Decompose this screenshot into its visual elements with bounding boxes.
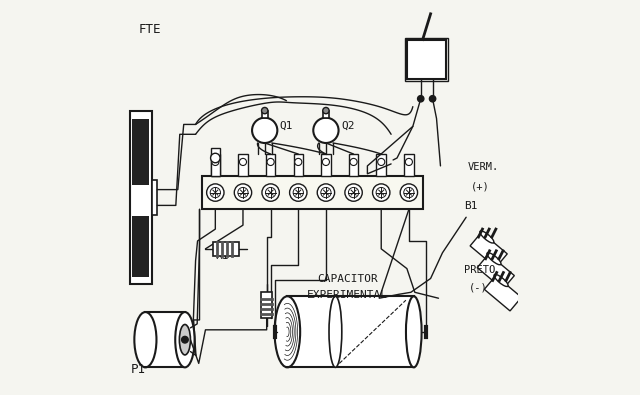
Circle shape <box>295 158 302 166</box>
Text: R1: R1 <box>215 251 229 261</box>
Bar <box>152 180 157 215</box>
Bar <box>211 148 220 176</box>
Ellipse shape <box>487 253 501 265</box>
Ellipse shape <box>179 325 191 355</box>
Circle shape <box>210 188 220 198</box>
Circle shape <box>317 184 335 201</box>
Text: CAPACITOR: CAPACITOR <box>317 275 378 284</box>
Circle shape <box>289 184 307 201</box>
Ellipse shape <box>480 231 494 243</box>
Circle shape <box>345 184 362 201</box>
Circle shape <box>238 188 248 198</box>
Circle shape <box>376 188 387 198</box>
Circle shape <box>267 158 274 166</box>
Bar <box>266 154 275 176</box>
Bar <box>211 154 220 176</box>
Bar <box>407 40 447 79</box>
Bar <box>238 154 248 176</box>
Circle shape <box>212 158 219 166</box>
Circle shape <box>321 188 331 198</box>
Circle shape <box>429 96 436 102</box>
Text: (+): (+) <box>471 182 490 192</box>
Circle shape <box>378 158 385 166</box>
Circle shape <box>262 184 279 201</box>
Circle shape <box>372 184 390 201</box>
Bar <box>404 154 413 176</box>
Text: (-): (-) <box>469 282 488 292</box>
Circle shape <box>405 158 412 166</box>
Circle shape <box>207 184 224 201</box>
Bar <box>321 154 331 176</box>
Bar <box>349 154 358 176</box>
Circle shape <box>348 188 358 198</box>
Bar <box>202 176 422 209</box>
Bar <box>405 38 449 81</box>
Text: Q1: Q1 <box>280 120 293 130</box>
Text: R2: R2 <box>276 310 290 320</box>
Circle shape <box>239 158 246 166</box>
Circle shape <box>400 184 417 201</box>
Ellipse shape <box>134 312 156 367</box>
Bar <box>131 111 152 284</box>
Bar <box>470 232 508 267</box>
Text: P1: P1 <box>131 363 146 376</box>
Text: S1: S1 <box>419 55 434 68</box>
Circle shape <box>252 118 277 143</box>
Circle shape <box>404 188 414 198</box>
Text: B1: B1 <box>464 201 477 211</box>
Circle shape <box>350 158 357 166</box>
Circle shape <box>266 188 276 198</box>
Text: Q2: Q2 <box>341 120 355 130</box>
Text: EXPERIMENTAL: EXPERIMENTAL <box>307 290 388 300</box>
Circle shape <box>182 337 188 343</box>
Bar <box>261 292 272 318</box>
Bar <box>376 154 386 176</box>
Circle shape <box>323 158 330 166</box>
Bar <box>132 119 149 185</box>
Bar <box>145 312 185 367</box>
Bar <box>213 242 239 256</box>
Bar <box>287 296 414 367</box>
Circle shape <box>293 188 303 198</box>
Circle shape <box>234 184 252 201</box>
Bar <box>262 111 268 118</box>
Bar <box>132 216 149 276</box>
Ellipse shape <box>275 296 300 367</box>
Circle shape <box>417 96 424 102</box>
Bar <box>294 154 303 176</box>
Text: VERM.: VERM. <box>468 162 499 172</box>
Circle shape <box>323 107 329 114</box>
Ellipse shape <box>406 296 422 367</box>
Circle shape <box>314 118 339 143</box>
Text: FTE: FTE <box>139 23 161 36</box>
Ellipse shape <box>329 296 342 367</box>
Bar <box>477 254 515 289</box>
Text: PRETO: PRETO <box>464 265 495 275</box>
Circle shape <box>211 153 220 163</box>
Bar <box>323 111 329 118</box>
Ellipse shape <box>494 275 508 286</box>
Circle shape <box>262 107 268 114</box>
Ellipse shape <box>175 312 195 367</box>
Bar <box>484 276 522 311</box>
